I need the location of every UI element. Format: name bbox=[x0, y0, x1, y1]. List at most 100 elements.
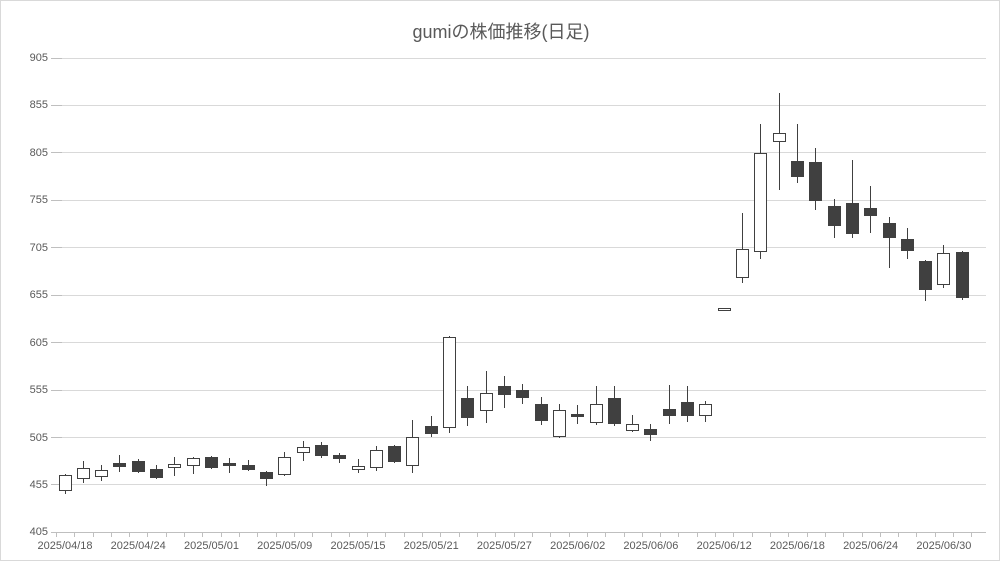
candle-wick bbox=[742, 212, 743, 283]
candle bbox=[497, 386, 511, 395]
x-axis-line bbox=[56, 531, 986, 533]
x-axis-tick bbox=[513, 532, 515, 538]
y-axis-label: 905 bbox=[29, 52, 48, 64]
candle bbox=[882, 223, 896, 239]
x-axis-tick bbox=[898, 532, 900, 538]
x-axis-label: 2025/05/15 bbox=[330, 540, 386, 552]
x-axis-tick bbox=[550, 532, 552, 538]
candle bbox=[736, 248, 749, 279]
candle bbox=[461, 397, 475, 418]
candle bbox=[443, 336, 456, 428]
y-axis-tick bbox=[51, 389, 62, 391]
candle bbox=[534, 404, 548, 422]
x-axis-label: 2025/06/24 bbox=[843, 540, 899, 552]
x-axis-tick bbox=[385, 532, 387, 538]
x-axis-tick bbox=[422, 532, 423, 538]
x-axis-tick bbox=[715, 532, 716, 538]
x-axis-tick bbox=[568, 532, 570, 538]
x-axis-tick bbox=[184, 532, 185, 538]
x-axis-tick bbox=[843, 532, 845, 538]
candle-wick bbox=[888, 217, 890, 268]
x-axis-tick bbox=[623, 532, 625, 538]
y-axis-label: 605 bbox=[29, 336, 48, 349]
candle bbox=[864, 207, 878, 217]
candle bbox=[333, 454, 347, 460]
x-axis-tick bbox=[531, 532, 533, 538]
candle bbox=[259, 471, 273, 480]
x-axis-tick bbox=[733, 532, 735, 538]
candle bbox=[314, 445, 328, 457]
candle bbox=[388, 446, 402, 463]
candle bbox=[516, 390, 530, 398]
x-axis-label: 2025/05/27 bbox=[476, 540, 532, 552]
x-axis-tick bbox=[879, 532, 881, 538]
x-axis-label: 2025/05/09 bbox=[257, 540, 313, 552]
candle bbox=[205, 456, 218, 468]
x-axis-tick bbox=[586, 532, 588, 538]
candle bbox=[845, 203, 859, 235]
x-axis-tick bbox=[403, 532, 405, 538]
candle bbox=[919, 261, 933, 290]
candle bbox=[369, 449, 383, 468]
x-axis-tick bbox=[147, 532, 149, 538]
x-axis-tick bbox=[605, 532, 607, 538]
x-axis-label: 2025/06/12 bbox=[696, 540, 752, 552]
gridline bbox=[56, 57, 986, 59]
x-axis-tick bbox=[220, 532, 222, 538]
candle bbox=[95, 469, 109, 478]
x-axis-tick bbox=[129, 532, 131, 538]
candle bbox=[131, 461, 145, 472]
x-axis-tick bbox=[660, 532, 662, 538]
chart-title: gumiの株価推移(日足) bbox=[412, 22, 590, 42]
candle bbox=[699, 404, 713, 416]
x-axis-label: 2025/04/24 bbox=[110, 540, 166, 552]
x-axis-tick bbox=[55, 532, 57, 538]
candle bbox=[76, 467, 90, 480]
x-axis-tick bbox=[275, 532, 277, 538]
x-axis-tick bbox=[293, 532, 295, 538]
y-axis-label: 755 bbox=[29, 194, 48, 207]
x-axis-label: 2025/05/01 bbox=[183, 540, 240, 552]
y-axis-tick bbox=[51, 199, 62, 201]
x-axis-tick bbox=[934, 532, 936, 538]
y-axis-label: 805 bbox=[29, 146, 48, 159]
gridline bbox=[56, 104, 986, 106]
x-axis-tick bbox=[678, 532, 680, 538]
gridline bbox=[56, 437, 986, 439]
y-axis-tick bbox=[51, 104, 62, 106]
candle bbox=[644, 429, 658, 435]
candle bbox=[626, 424, 640, 431]
x-axis-tick bbox=[751, 532, 753, 538]
x-axis-tick bbox=[953, 532, 954, 538]
candle bbox=[937, 252, 951, 285]
y-axis-label: 855 bbox=[29, 99, 48, 112]
candle-wick bbox=[796, 124, 798, 184]
candle bbox=[351, 466, 365, 470]
y-axis-tick bbox=[51, 294, 62, 296]
x-axis-tick bbox=[696, 532, 698, 538]
y-axis-label: 505 bbox=[29, 431, 48, 444]
x-axis-tick bbox=[312, 532, 314, 538]
y-axis-tick bbox=[51, 247, 62, 249]
gridline bbox=[56, 152, 986, 154]
x-axis-label: 2025/04/18 bbox=[37, 540, 93, 552]
candle bbox=[900, 239, 914, 252]
x-axis-tick bbox=[257, 532, 259, 538]
x-axis-tick bbox=[165, 532, 167, 538]
x-axis-tick bbox=[769, 532, 771, 538]
x-axis-label: 2025/06/30 bbox=[916, 540, 972, 552]
candle bbox=[955, 251, 969, 299]
y-axis-label: 655 bbox=[29, 289, 48, 302]
candle bbox=[58, 474, 72, 491]
x-axis-tick bbox=[495, 532, 497, 538]
candle bbox=[571, 413, 585, 417]
x-axis-label: 2025/06/02 bbox=[550, 540, 606, 552]
x-axis-tick bbox=[202, 532, 204, 538]
x-axis-tick bbox=[971, 532, 973, 538]
x-axis-tick bbox=[74, 532, 76, 538]
x-axis-tick bbox=[92, 532, 94, 538]
gridline bbox=[56, 247, 986, 249]
candle bbox=[827, 206, 841, 226]
x-axis-tick bbox=[477, 532, 478, 538]
